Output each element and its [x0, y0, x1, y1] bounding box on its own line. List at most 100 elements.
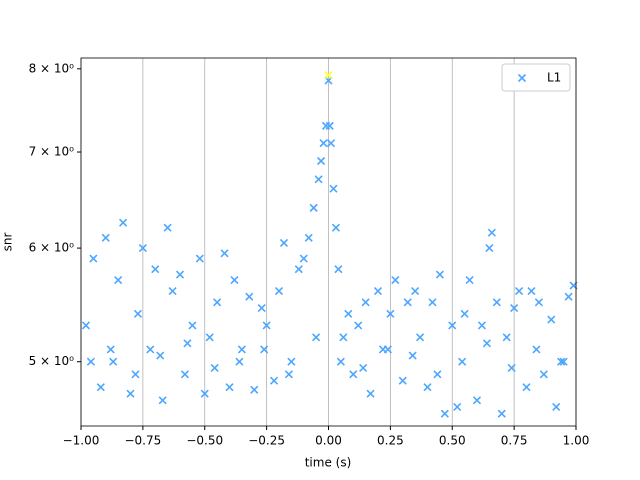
point: [284, 370, 293, 379]
point: [188, 321, 197, 330]
point: [225, 383, 234, 392]
x-tick-label: 0.00: [315, 434, 342, 448]
point: [477, 321, 487, 330]
point: [230, 275, 239, 285]
point: [373, 287, 383, 296]
point: [96, 383, 105, 392]
y-tick-label: 7 × 10⁰: [29, 145, 75, 159]
point: [440, 409, 449, 418]
point: [557, 357, 566, 366]
point: [492, 298, 501, 307]
point: [210, 363, 219, 373]
point: [334, 265, 343, 274]
point: [487, 228, 496, 237]
point: [539, 370, 548, 379]
point: [331, 223, 340, 232]
point: [559, 357, 568, 366]
point: [532, 345, 541, 354]
point: [114, 275, 123, 285]
point: [326, 139, 336, 148]
point: [398, 376, 407, 385]
legend-label: L1: [547, 71, 561, 85]
point: [366, 389, 375, 398]
x-tick-label: 0.75: [501, 434, 528, 448]
point: [319, 139, 328, 148]
legend-box: [501, 63, 571, 92]
legend-marker: [517, 73, 527, 83]
point: [81, 321, 91, 330]
point: [299, 254, 308, 263]
point: [287, 357, 296, 366]
point: [507, 363, 516, 373]
point: [391, 275, 400, 285]
point: [89, 254, 98, 263]
point: [386, 309, 395, 318]
point: [168, 287, 177, 296]
x-tick-label: 0.25: [377, 434, 404, 448]
point: [250, 385, 259, 394]
point: [349, 370, 358, 379]
point: [314, 175, 323, 184]
point: [448, 321, 457, 330]
point: [312, 333, 321, 342]
point: [411, 287, 420, 296]
point: [205, 333, 214, 342]
point: [156, 351, 165, 360]
x-tick-label: −1.00: [63, 434, 100, 448]
x-axis-label: time (s): [305, 456, 352, 470]
point: [460, 309, 469, 318]
point: [309, 203, 318, 212]
y-tick-label: 6 × 10⁰: [29, 241, 75, 255]
point: [163, 223, 172, 232]
point: [329, 184, 338, 193]
point: [317, 156, 326, 166]
point: [433, 370, 442, 379]
point: [235, 357, 244, 366]
point: [502, 333, 511, 342]
point: [260, 345, 269, 354]
point: [138, 244, 147, 253]
point: [183, 339, 192, 348]
point: [195, 254, 204, 263]
point: [279, 238, 289, 247]
point: [534, 298, 543, 307]
point: [274, 287, 284, 296]
point: [416, 333, 425, 342]
point: [86, 357, 95, 366]
point: [344, 309, 353, 318]
point: [101, 233, 110, 242]
y-tick-label: 8 × 10⁰: [29, 61, 75, 75]
point: [237, 345, 246, 354]
point: [245, 292, 254, 301]
point: [257, 303, 266, 313]
point: [465, 275, 474, 285]
point: [435, 270, 444, 279]
point: [269, 376, 279, 385]
point: [339, 333, 348, 342]
x-tick-label: 1.00: [563, 434, 590, 448]
point: [146, 345, 155, 354]
plot-frame: [80, 57, 577, 427]
x-tick-label: −0.50: [186, 434, 223, 448]
point: [294, 265, 303, 274]
point: [180, 370, 190, 379]
point: [423, 383, 432, 392]
y-axis-label: snr: [1, 233, 15, 252]
point: [175, 270, 185, 279]
point: [482, 339, 491, 348]
point: [354, 321, 363, 330]
point: [472, 396, 482, 405]
point: [359, 363, 368, 373]
point: [131, 370, 140, 379]
y-tick-label: 5 × 10⁰: [29, 354, 75, 368]
point: [158, 396, 167, 405]
point: [403, 298, 412, 307]
point: [200, 389, 209, 398]
point: [126, 389, 135, 398]
x-tick-label: −0.25: [248, 434, 285, 448]
point: [552, 402, 561, 412]
point: [151, 265, 160, 274]
point: [304, 233, 313, 242]
point: [220, 249, 229, 258]
point: [213, 298, 222, 307]
